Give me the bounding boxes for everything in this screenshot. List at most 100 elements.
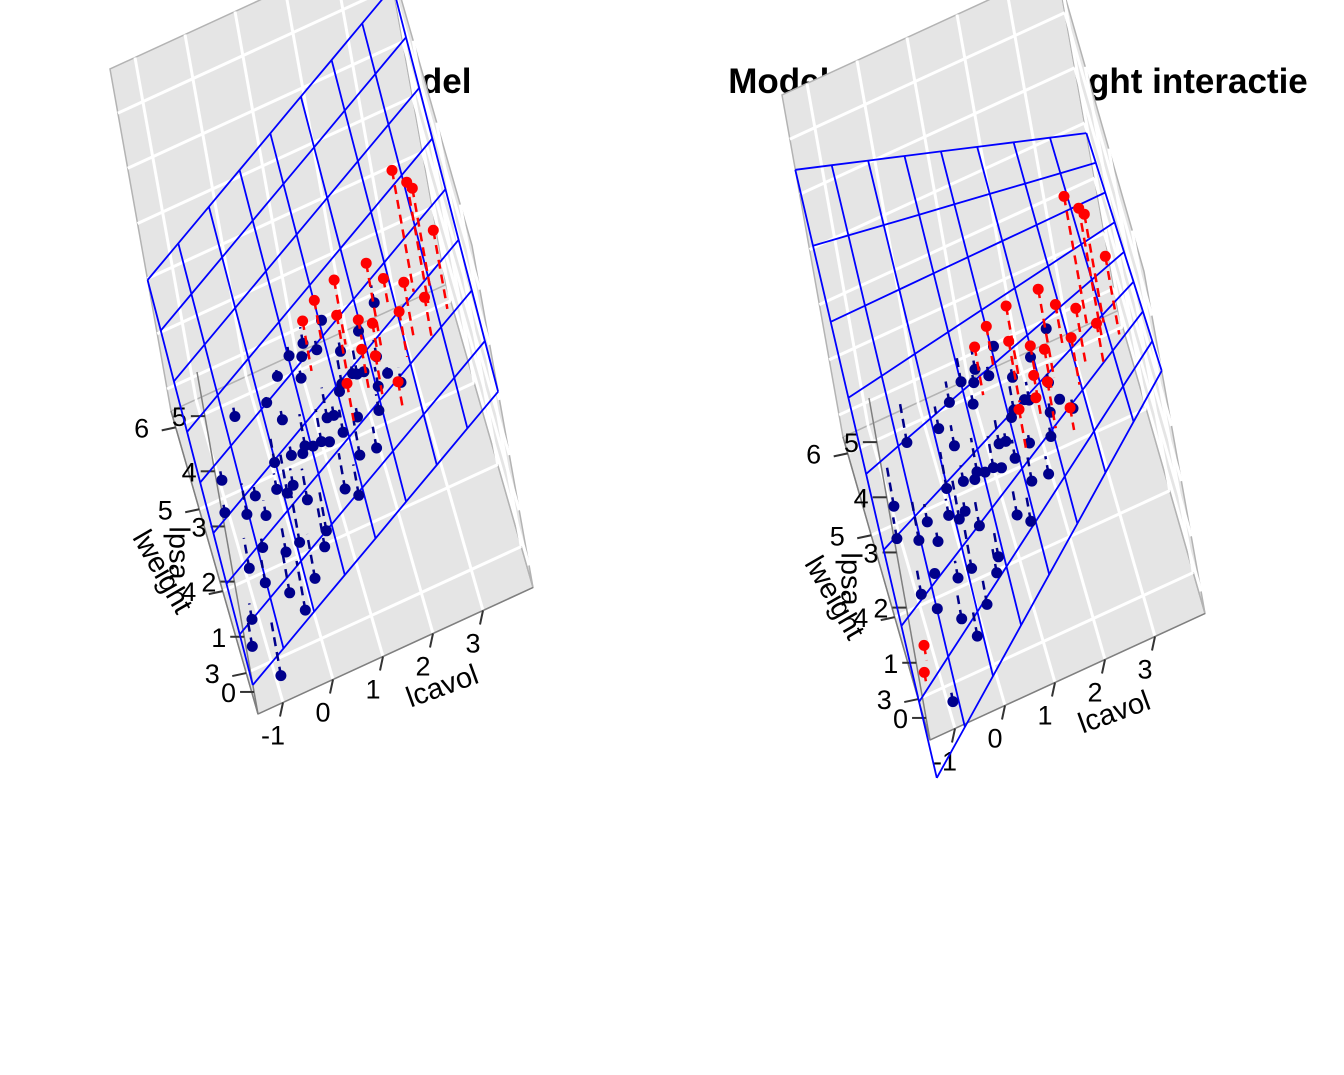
- residual-line: [963, 529, 973, 569]
- data-point: [299, 440, 311, 452]
- data-point: [275, 670, 287, 682]
- residual-line: [423, 297, 434, 342]
- residual-line: [345, 383, 355, 422]
- z-tick-label: 1: [211, 623, 226, 653]
- back-gridline: [136, 95, 414, 225]
- data-point: [219, 507, 231, 519]
- plane-gridline: [795, 132, 1087, 171]
- data-point: [1091, 317, 1102, 329]
- residual-line: [1054, 304, 1064, 345]
- tick-mark: [329, 679, 334, 694]
- plane-gridline: [936, 370, 1163, 779]
- data-point: [307, 440, 319, 452]
- data-point: [1000, 435, 1012, 447]
- residual-line: [313, 300, 324, 345]
- data-point: [285, 449, 297, 461]
- data-point: [1064, 402, 1076, 414]
- residual-line: [290, 495, 301, 543]
- residual-line: [1004, 305, 1020, 376]
- y-axis-line: [170, 410, 259, 715]
- residual-line: [1074, 308, 1088, 366]
- data-point: [271, 370, 283, 382]
- data-point: [947, 696, 959, 708]
- data-point: [1013, 403, 1025, 415]
- residual-line: [1036, 288, 1056, 379]
- data-point: [1049, 299, 1061, 310]
- data-point: [1024, 340, 1036, 352]
- data-point: [358, 366, 370, 378]
- residual-line: [950, 474, 961, 520]
- residual-line: [318, 490, 328, 531]
- x-tick-label: 2: [1087, 678, 1102, 708]
- data-point: [392, 376, 404, 388]
- series-1: [969, 190, 1121, 452]
- residual-line: [1032, 375, 1043, 420]
- tick-mark: [1151, 636, 1156, 651]
- data-point: [981, 598, 993, 610]
- data-point: [337, 426, 349, 438]
- residual-line: [1095, 323, 1106, 366]
- data-point: [356, 343, 368, 355]
- side-gridline: [420, 151, 511, 456]
- data-point: [246, 640, 258, 652]
- data-point: [353, 489, 365, 501]
- data-point: [943, 509, 955, 521]
- data-point: [991, 567, 1003, 579]
- data-point: [354, 449, 366, 461]
- data-point: [1030, 392, 1042, 404]
- y-tick-label: 5: [158, 495, 173, 525]
- z-tick-label: 2: [201, 568, 216, 598]
- panel-interaction-model: Model met lcavol:lweight interactie -101…: [728, 0, 1308, 779]
- residual-line: [390, 170, 415, 292]
- data-point: [931, 603, 943, 615]
- data-point: [932, 536, 944, 547]
- residual-line: [1077, 207, 1103, 336]
- residual-line: [301, 320, 313, 372]
- back-gridline: [127, 40, 404, 170]
- back-gridline: [156, 205, 433, 336]
- data-point: [891, 533, 903, 545]
- data-point: [956, 613, 968, 625]
- tick-mark: [1001, 705, 1006, 720]
- data-point: [419, 291, 430, 303]
- y-tick-label: 5: [830, 521, 845, 551]
- data-point: [1070, 302, 1082, 314]
- data-point: [269, 457, 281, 468]
- z-tick-label: 4: [854, 483, 869, 513]
- side-gridline: [411, 96, 501, 401]
- plane-gridline: [186, 137, 433, 433]
- data-point: [339, 483, 351, 495]
- x-tick-label: 0: [315, 698, 330, 728]
- plane-gridline: [160, 36, 407, 332]
- data-point: [276, 414, 288, 426]
- y-tick-label: 3: [205, 659, 220, 689]
- data-point: [996, 462, 1007, 474]
- data-point: [1045, 431, 1057, 442]
- floor-gridline: [198, 381, 475, 511]
- residual-line: [405, 181, 430, 304]
- data-point: [971, 466, 983, 478]
- z-tick-label: 0: [221, 678, 236, 708]
- plane-gridline: [900, 310, 1144, 627]
- data-point: [1028, 369, 1040, 381]
- data-point: [341, 377, 353, 389]
- panel-additive-model: Additive model -101233456012345lcavollwe…: [109, 0, 534, 751]
- z-tick-label: 5: [172, 402, 187, 432]
- data-point: [983, 370, 995, 382]
- back-gridline: [133, 57, 198, 400]
- residual-line: [335, 315, 349, 372]
- data-point: [366, 317, 378, 329]
- data-point: [271, 483, 283, 495]
- plane-gridline: [252, 391, 499, 686]
- side-gridline: [1092, 177, 1183, 482]
- data-point: [1041, 376, 1053, 388]
- plane-gridline: [225, 289, 473, 585]
- data-point: [1026, 475, 1038, 487]
- data-point: [287, 479, 299, 491]
- data-point: [1000, 300, 1012, 312]
- floor-gridline: [966, 379, 1057, 683]
- side-gridline: [395, 0, 482, 291]
- tick-mark: [833, 452, 848, 458]
- x-tick-label: 1: [365, 675, 380, 705]
